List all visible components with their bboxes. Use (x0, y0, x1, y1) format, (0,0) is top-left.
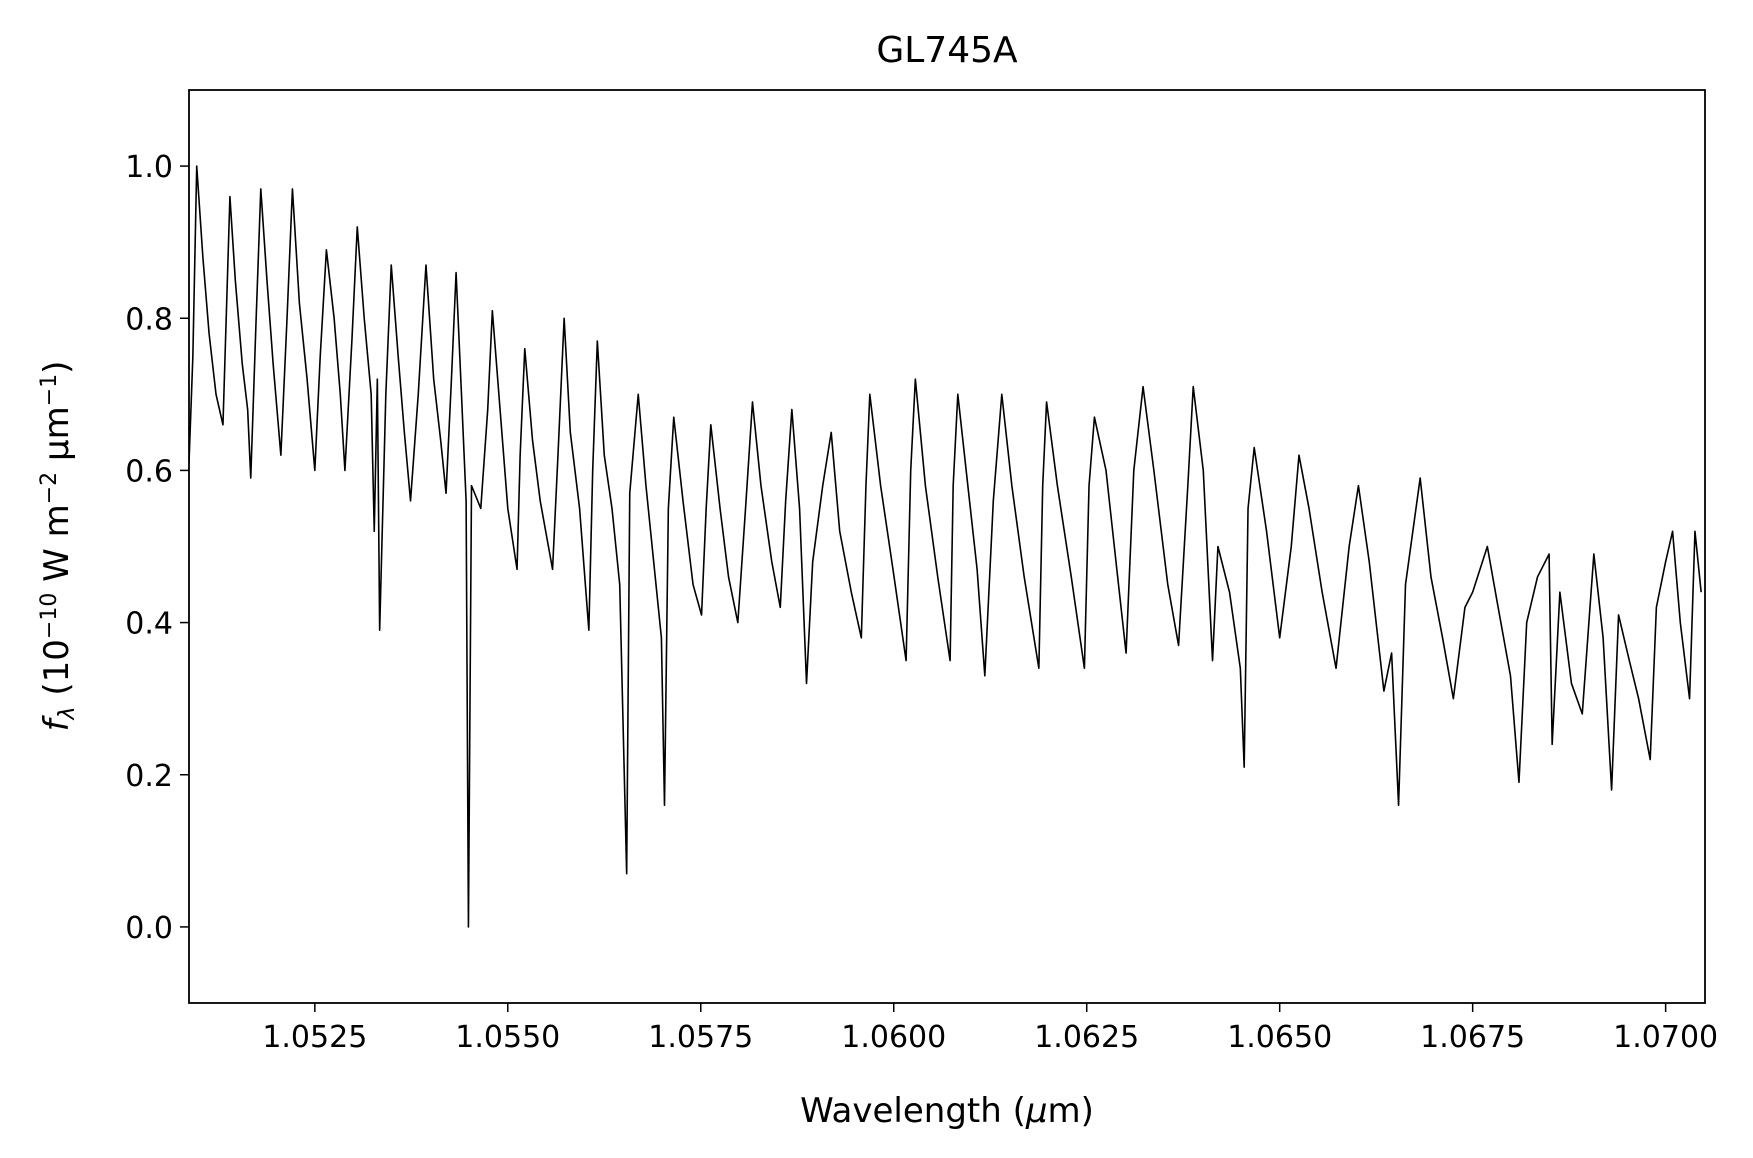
y-tick-label: 0.0 (125, 911, 173, 946)
x-axis-label-part: m) (1048, 1091, 1094, 1131)
x-tick-label: 1.0525 (262, 1020, 367, 1055)
y-axis-label-part: −2 (37, 472, 62, 504)
y-tick-label: 0.4 (125, 607, 173, 642)
y-tick-label: 0.8 (125, 302, 173, 337)
y-axis-label-part: −10 (37, 593, 62, 639)
x-tick-label: 1.0700 (1613, 1020, 1718, 1055)
y-axis-label-part: −1 (37, 374, 62, 406)
plot-frame (188, 89, 1706, 1004)
x-axis-label-part: Wavelength ( (800, 1091, 1026, 1131)
y-axis-label-part: (10 (37, 639, 77, 706)
y-axis-label: fλ (10−10 W m−2 μm−1) (37, 361, 80, 732)
x-tick-label: 1.0600 (841, 1020, 946, 1055)
x-axis-label-part: μ (1025, 1091, 1048, 1131)
y-axis-label-part: λ (55, 706, 80, 720)
x-tick-label: 1.0550 (455, 1020, 560, 1055)
y-axis-label-part: W m (37, 504, 77, 592)
x-tick-label: 1.0575 (648, 1020, 753, 1055)
x-tick-label: 1.0675 (1420, 1020, 1525, 1055)
x-axis-label: Wavelength (μm) (800, 1091, 1094, 1131)
y-tick-label: 0.6 (125, 454, 173, 489)
x-tick-label: 1.0625 (1034, 1020, 1139, 1055)
chart-title: GL745A (876, 30, 1018, 71)
x-tick-label: 1.0650 (1227, 1020, 1332, 1055)
y-axis-label-part: ) (37, 361, 77, 374)
y-tick-label: 0.2 (125, 759, 173, 794)
spectrum-line (189, 165, 1702, 928)
y-tick-label: 1.0 (125, 150, 173, 185)
y-axis-label-part: μm (37, 406, 77, 472)
